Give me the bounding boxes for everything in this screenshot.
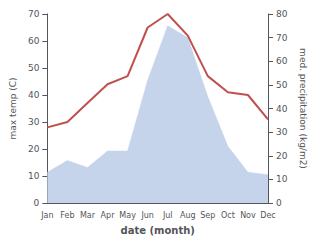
- svg-text:10: 10: [28, 171, 40, 181]
- svg-text:Feb: Feb: [60, 211, 74, 220]
- svg-text:med. precipitation (kg/m2): med. precipitation (kg/m2): [298, 48, 308, 169]
- svg-text:30: 30: [28, 117, 40, 127]
- svg-text:20: 20: [28, 144, 40, 154]
- svg-text:Sep: Sep: [200, 211, 215, 220]
- svg-text:May: May: [119, 211, 136, 220]
- svg-text:20: 20: [276, 151, 288, 161]
- svg-text:0: 0: [276, 198, 282, 208]
- svg-text:Jul: Jul: [162, 211, 173, 220]
- svg-text:Apr: Apr: [101, 211, 116, 220]
- svg-text:30: 30: [276, 127, 288, 137]
- svg-text:Dec: Dec: [260, 211, 275, 220]
- svg-text:50: 50: [276, 80, 288, 90]
- svg-text:Oct: Oct: [221, 211, 235, 220]
- svg-text:70: 70: [28, 9, 40, 19]
- svg-text:10: 10: [276, 174, 288, 184]
- svg-text:60: 60: [28, 36, 40, 46]
- svg-text:50: 50: [28, 63, 40, 73]
- svg-text:80: 80: [276, 9, 288, 19]
- svg-text:0: 0: [34, 198, 40, 208]
- svg-text:Jun: Jun: [140, 211, 154, 220]
- svg-text:40: 40: [276, 104, 288, 114]
- svg-text:60: 60: [276, 56, 288, 66]
- svg-text:date (month): date (month): [120, 225, 194, 236]
- svg-text:max temp (C): max temp (C): [8, 77, 18, 139]
- svg-text:40: 40: [28, 90, 40, 100]
- svg-text:70: 70: [276, 33, 288, 43]
- svg-text:Aug: Aug: [180, 211, 196, 220]
- svg-text:Jan: Jan: [40, 211, 53, 220]
- svg-text:Nov: Nov: [240, 211, 256, 220]
- svg-text:Mar: Mar: [80, 211, 96, 220]
